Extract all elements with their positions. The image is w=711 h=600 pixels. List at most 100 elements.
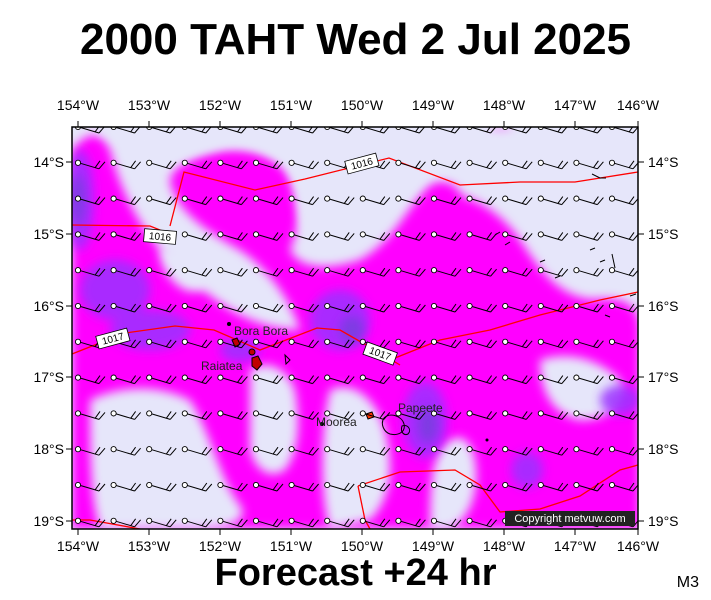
wind-barb <box>74 231 106 241</box>
forecast-label: Forecast +24 hr <box>214 552 497 594</box>
wind-barb <box>359 446 391 456</box>
island-raiatea <box>251 355 263 371</box>
wind-barb <box>537 481 569 492</box>
wind-barb <box>288 410 319 420</box>
wind-barb <box>359 231 391 241</box>
longitude-labels-top: 154°W 153°W 152°W 151°W 150°W 149°W 148°W 147°W… <box>57 97 660 113</box>
wind-barb <box>288 195 319 206</box>
wind-barb <box>466 517 497 528</box>
wind-barb <box>395 302 426 313</box>
wind-barb <box>252 231 284 241</box>
wind-barb <box>110 517 141 528</box>
wind-barb <box>573 338 604 349</box>
wind-barb <box>181 195 213 206</box>
wind-barb <box>217 410 248 420</box>
latitude-labels-left: 14°S 15°S 16°S 17°S 18°S 19°S <box>33 154 64 529</box>
wind-barb <box>146 195 177 206</box>
wind-barb <box>537 446 569 456</box>
svg-text:1016: 1016 <box>148 231 172 244</box>
wind-barb <box>573 481 604 492</box>
longitude-label: 148°W <box>483 538 526 554</box>
islands <box>227 173 637 442</box>
wind-barb <box>466 410 497 420</box>
wind-barb <box>217 231 248 241</box>
wind-barb <box>288 267 319 277</box>
wind-barb <box>537 195 569 206</box>
wind-barb <box>217 517 248 528</box>
longitude-label: 148°W <box>483 97 526 113</box>
latitude-label: 18°S <box>648 441 679 457</box>
latitude-label: 16°S <box>648 298 679 314</box>
wind-barb <box>181 410 213 420</box>
place-raiatea: Raiatea <box>201 359 243 373</box>
wind-barb <box>288 481 319 492</box>
wind-barb <box>288 517 319 528</box>
wind-barb <box>217 374 248 385</box>
latitude-label: 19°S <box>648 513 679 529</box>
longitude-label: 152°W <box>199 97 242 113</box>
wind-barb <box>573 267 604 277</box>
wind-barb <box>324 195 355 206</box>
wind-barb <box>74 195 106 206</box>
longitude-label: 146°W <box>617 97 660 113</box>
wind-barb <box>110 374 141 385</box>
latitude-label: 14°S <box>33 154 64 170</box>
latitude-label: 15°S <box>33 226 64 242</box>
wind-barb <box>608 481 638 492</box>
wind-barb <box>537 159 569 170</box>
wind-barb <box>288 374 319 385</box>
wind-barb <box>466 195 497 206</box>
wind-barb <box>217 481 248 492</box>
wind-barb <box>181 517 213 528</box>
no-precip-patches <box>86 128 638 529</box>
place-papeete: Papeete <box>398 401 443 415</box>
longitude-label: 147°W <box>554 538 597 554</box>
wind-barb <box>430 267 462 277</box>
wind-barb <box>430 195 462 206</box>
wind-barb <box>466 446 497 456</box>
wind-barb <box>608 446 638 456</box>
longitude-label: 150°W <box>341 97 384 113</box>
wind-barb <box>324 446 355 456</box>
place-moorea: Moorea <box>316 415 357 429</box>
wind-barb <box>324 338 355 349</box>
wind-barb <box>537 267 569 277</box>
wind-barb <box>359 517 391 528</box>
wind-barb <box>110 231 141 241</box>
wind-barb <box>110 159 141 170</box>
longitude-label: 147°W <box>554 97 597 113</box>
wind-barb <box>217 159 248 170</box>
wind-barb <box>288 302 319 313</box>
wind-barb <box>430 446 462 456</box>
wind-barb <box>359 481 391 492</box>
wind-barb <box>110 267 141 277</box>
wind-barb <box>466 231 497 241</box>
wind-barb <box>288 231 319 241</box>
latitude-label: 16°S <box>33 298 64 314</box>
wind-barb <box>502 410 533 420</box>
wind-barb <box>146 374 177 385</box>
wind-barb <box>252 338 284 349</box>
wind-barb <box>502 195 533 206</box>
wind-barb <box>217 446 248 456</box>
wind-barb <box>146 302 177 313</box>
wind-barb <box>359 195 391 206</box>
latitude-label: 18°S <box>33 441 64 457</box>
wind-barb <box>466 267 497 277</box>
wind-barb <box>252 267 284 277</box>
heavy-precip-centers <box>72 175 438 443</box>
wind-barb <box>288 446 319 456</box>
wind-barb <box>502 338 533 349</box>
wind-barb <box>608 195 638 206</box>
wind-barb <box>181 374 213 385</box>
longitude-label: 154°W <box>57 97 100 113</box>
wind-barb <box>146 410 177 420</box>
wind-barb <box>395 374 426 385</box>
wind-barb <box>146 481 177 492</box>
wind-barb <box>288 159 319 170</box>
wind-barb <box>502 481 533 492</box>
wind-barb <box>430 481 462 492</box>
wind-barb <box>252 302 284 313</box>
wind-barb <box>537 338 569 349</box>
wind-barb <box>608 374 638 385</box>
